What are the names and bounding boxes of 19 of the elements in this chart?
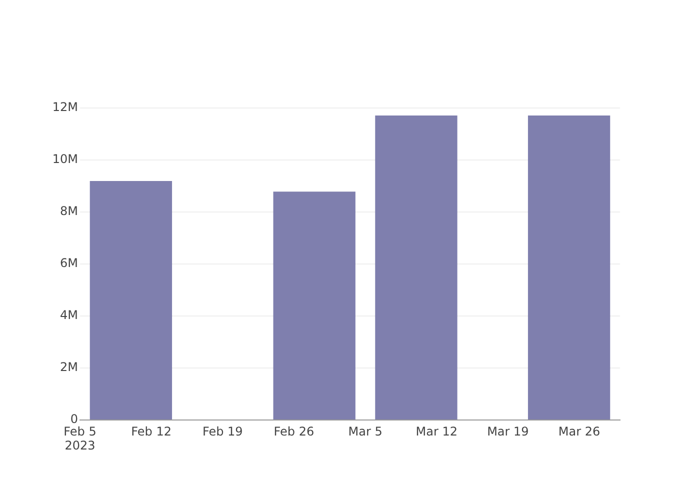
y-tick-label: 10M [52,152,78,166]
x-tick-label: Feb 19 [202,424,243,438]
y-tick-label: 2M [60,360,78,374]
y-tick-label: 12M [52,100,78,114]
y-tick-label: 6M [60,256,78,270]
y-tick-label: 4M [60,308,78,322]
x-tick-label: Feb 26 [274,424,314,438]
x-tick-label: Feb 12 [131,424,172,438]
x-tick-label: Mar 26 [558,424,600,438]
x-tick-label: Mar 12 [416,424,458,438]
x-tick-label: Mar 5 [348,424,382,438]
x-tick-label: Mar 19 [487,424,529,438]
bar [528,115,610,420]
x-tick-label: Feb 5 2023 [64,424,96,453]
bar [90,180,172,420]
y-tick-label: 8M [60,204,78,218]
y-tick-label: 0 [70,412,78,426]
bar [273,192,356,420]
bar [375,115,458,420]
